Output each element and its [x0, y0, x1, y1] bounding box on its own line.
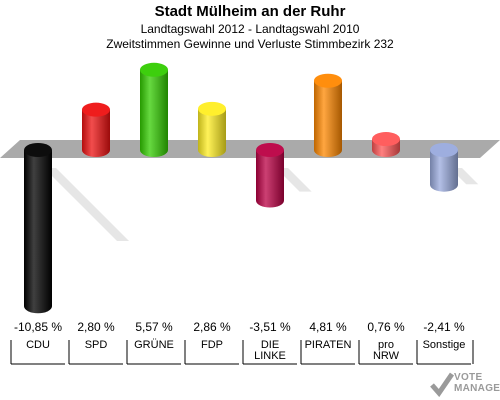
bar-fdp	[198, 101, 226, 157]
category-label-die-linke: LINKE	[254, 350, 286, 362]
bar-cdu	[24, 143, 52, 314]
category-label-gr-ne: GRÜNE	[134, 339, 174, 351]
category-label-die-linke: DIE	[261, 339, 279, 351]
value-label-pro-nrw: 0,76 %	[367, 320, 405, 334]
bar-shadow-die-linke	[276, 168, 312, 192]
bar-pro-nrw	[372, 132, 400, 157]
category-label-fdp: FDP	[201, 339, 223, 351]
bar-spd	[82, 102, 110, 157]
category-label-pro-nrw: NRW	[373, 350, 400, 362]
category-label-cdu: CDU	[26, 339, 50, 351]
bar-gr-ne	[140, 62, 168, 157]
category-label-sonstige: Sonstige	[423, 339, 466, 351]
bar-piraten	[314, 73, 342, 157]
votemanager-logo: VOTE MANAGER	[430, 368, 500, 400]
chart-subtitle-election: Landtagswahl 2012 - Landtagswahl 2010	[140, 22, 360, 36]
value-label-cdu: -10,85 %	[14, 320, 62, 334]
bars	[24, 62, 458, 314]
value-label-gr-ne: 5,57 %	[135, 320, 173, 334]
value-label-die-linke: -3,51 %	[249, 320, 291, 334]
value-labels: -10,85 % 2,80 % 5,57 % 2,86 % -3,51 % 4,81 % 0…	[14, 320, 465, 334]
value-label-sonstige: -2,41 %	[423, 320, 465, 334]
logo-text-vote: VOTE	[454, 372, 483, 383]
chart-title: Stadt Mülheim an der Ruhr	[154, 3, 346, 20]
logo-text-manager: MANAGER	[454, 383, 500, 394]
category-label-spd: SPD	[85, 339, 108, 351]
bar-shadow-cdu	[44, 168, 130, 242]
bar-sonstige	[430, 143, 458, 192]
category-label-pro-nrw: pro	[378, 339, 394, 351]
value-label-fdp: 2,86 %	[193, 320, 231, 334]
zero-baseline-plane	[0, 140, 500, 158]
chart-subtitle-district: Zweitstimmen Gewinne und Verluste Stimmb…	[106, 37, 394, 51]
category-label-piraten: PIRATEN	[305, 339, 352, 351]
value-label-piraten: 4,81 %	[309, 320, 347, 334]
checkmark-icon	[430, 372, 454, 397]
value-label-spd: 2,80 %	[77, 320, 115, 334]
bar-die-linke	[256, 143, 284, 208]
